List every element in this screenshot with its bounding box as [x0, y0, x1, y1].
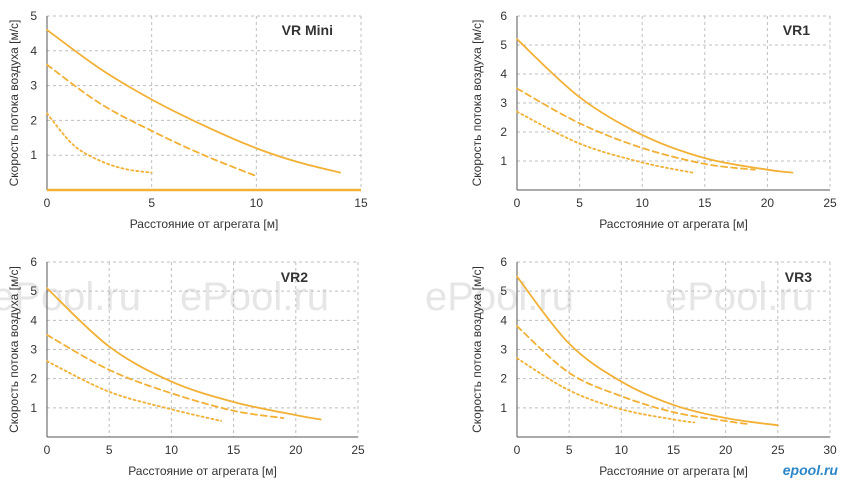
- y-tick-label: 3: [30, 343, 37, 357]
- y-tick-label: 4: [500, 67, 507, 81]
- series-line-dotted: [46, 360, 223, 422]
- x-tick-label: 0: [514, 443, 521, 457]
- chart-4: 0 5 10 15 20 25 30 1 2 3 4 5 6 Расстояние от агрегата…: [470, 255, 837, 478]
- y-tick-label: 4: [30, 313, 37, 327]
- x-tick-label: 20: [289, 443, 303, 457]
- chart-1: 0 5 10 15 1 2 3 4 5 Расстояние от агрегата [м] Ско…: [7, 9, 368, 231]
- x-tick-label: 15: [667, 443, 681, 457]
- x-tick-label: 20: [761, 196, 775, 210]
- series-line-dotted: [516, 110, 694, 174]
- watermark-text: ePool.ru: [180, 275, 329, 319]
- chart-3: 0 5 10 15 20 25 1 2 3 4 5 6 Расстояние от агрегата […: [7, 255, 365, 478]
- x-tick-label: 5: [576, 196, 583, 210]
- y-tick-label: 5: [30, 9, 37, 23]
- x-tick-label: 25: [823, 196, 837, 210]
- x-tick-label: 5: [566, 443, 573, 457]
- series-line-dotted: [516, 357, 696, 424]
- series-line-dashed: [46, 334, 285, 419]
- x-axis-label: Расстояние от агрегата [м]: [130, 217, 279, 231]
- y-axis-label: Скорость потока воздуха [м/с]: [470, 266, 484, 433]
- y-axis-label: Скорость потока воздуха [м/с]: [470, 20, 484, 187]
- series-line-dashed: [516, 87, 756, 171]
- y-tick-label: 2: [500, 125, 507, 139]
- y-tick-label: 1: [30, 148, 37, 162]
- chart-2: 0 5 10 15 20 25 1 2 3 4 5 6 Расстояние от агрегата […: [470, 9, 837, 231]
- y-tick-label: 6: [500, 9, 507, 23]
- y-tick-label: 2: [500, 372, 507, 386]
- y-tick-label: 3: [500, 96, 507, 110]
- x-tick-label: 15: [227, 443, 241, 457]
- x-tick-label: 30: [823, 443, 837, 457]
- y-tick-label: 5: [30, 284, 37, 298]
- chart-title: VR2: [281, 269, 308, 285]
- y-tick-label: 1: [30, 401, 37, 415]
- y-tick-label: 6: [500, 255, 507, 269]
- series-line-solid: [516, 275, 779, 427]
- y-tick-label: 3: [30, 79, 37, 93]
- x-tick-label: 20: [719, 443, 733, 457]
- y-tick-label: 4: [500, 313, 507, 327]
- x-tick-label: 5: [148, 196, 155, 210]
- y-tick-label: 3: [500, 343, 507, 357]
- watermark-text: ePool.ru: [425, 275, 574, 319]
- x-tick-label: 10: [165, 443, 179, 457]
- series-line-dotted: [46, 112, 153, 174]
- y-tick-label: 1: [500, 154, 507, 168]
- x-tick-label: 10: [250, 196, 264, 210]
- x-tick-label: 0: [44, 443, 51, 457]
- chart-title: VR3: [785, 269, 812, 285]
- y-tick-label: 5: [500, 284, 507, 298]
- series-line-dashed: [516, 325, 748, 425]
- y-tick-label: 1: [500, 401, 507, 415]
- x-tick-label: 0: [44, 196, 51, 210]
- series-line-solid: [516, 38, 794, 174]
- x-tick-label: 25: [771, 443, 785, 457]
- x-axis-label: Расстояние от агрегата [м]: [599, 464, 748, 478]
- x-tick-label: 5: [106, 443, 113, 457]
- x-tick-label: 0: [514, 196, 521, 210]
- x-axis-label: Расстояние от агрегата [м]: [128, 464, 277, 478]
- series-line-dashed: [46, 63, 258, 177]
- x-tick-label: 15: [698, 196, 712, 210]
- y-axis-label: Скорость потока воздуха [м/с]: [7, 266, 21, 433]
- y-tick-label: 2: [30, 372, 37, 386]
- x-tick-label: 25: [351, 443, 365, 457]
- site-logo: epool.ru: [782, 462, 838, 478]
- series-line-solid: [46, 29, 341, 174]
- watermark-layer: ePool.ru ePool.ru ePool.ru ePool.ru: [0, 275, 814, 319]
- watermark-text: ePool.ru: [665, 275, 814, 319]
- y-tick-label: 4: [30, 44, 37, 58]
- x-axis-label: Расстояние от агрегата [м]: [599, 217, 748, 231]
- chart-title: VR Mini: [282, 22, 333, 38]
- y-axis-label: Скорость потока воздуха [м/с]: [7, 20, 21, 187]
- x-tick-label: 10: [636, 196, 650, 210]
- chart-title: VR1: [783, 22, 810, 38]
- y-tick-label: 2: [30, 113, 37, 127]
- y-tick-label: 5: [500, 38, 507, 52]
- x-tick-label: 15: [354, 196, 368, 210]
- x-tick-label: 10: [615, 443, 629, 457]
- series-line-solid: [46, 287, 322, 421]
- y-tick-label: 6: [30, 255, 37, 269]
